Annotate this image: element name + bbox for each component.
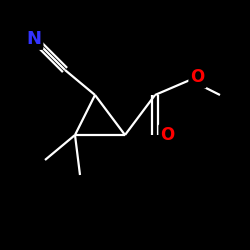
Text: O: O <box>160 126 174 144</box>
Text: N: N <box>26 30 41 48</box>
Text: O: O <box>190 68 204 86</box>
